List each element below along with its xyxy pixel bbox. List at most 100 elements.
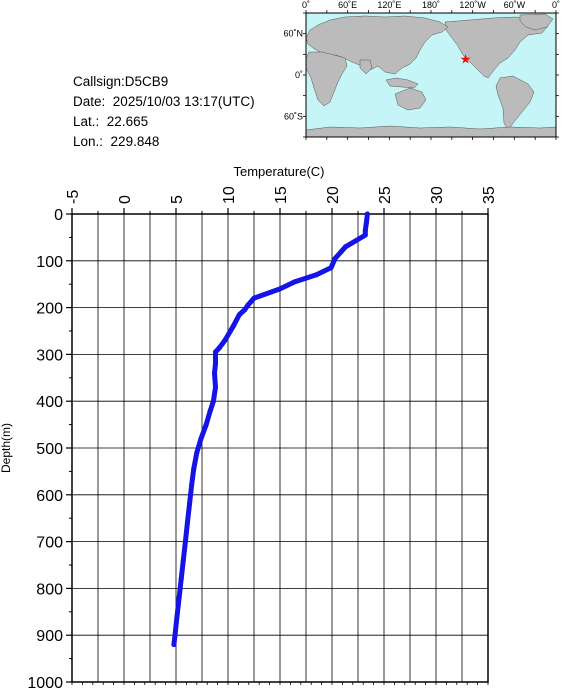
temperature-profile-point — [230, 323, 236, 329]
temperature-profile-point — [292, 279, 298, 285]
y-tick-label: 700 — [36, 535, 63, 552]
temperature-profile-point — [194, 450, 200, 456]
lat-label: Lat.: — [73, 114, 100, 129]
x-axis-title: Temperature(C) — [233, 164, 324, 179]
temperature-profile-point — [207, 408, 213, 414]
y-tick-label: 0 — [54, 207, 63, 224]
temperature-profile-point — [198, 436, 204, 442]
map-lon-label: 60˚E — [338, 0, 357, 10]
land-south-america — [495, 75, 535, 131]
temperature-profile-point — [176, 595, 182, 601]
y-tick-label: 300 — [36, 347, 63, 364]
land-greenland — [519, 13, 554, 31]
y-tick-label: 800 — [36, 581, 63, 598]
temperature-profile-point — [203, 422, 209, 428]
temperature-profile-point — [182, 539, 188, 545]
location-marker: ★ — [460, 51, 472, 66]
land-eurasia — [305, 15, 449, 75]
map-frame-ticks — [303, 10, 559, 140]
temperature-profile-point — [251, 295, 257, 301]
map-left-labels: 60˚N 0˚ 60˚S — [283, 29, 303, 122]
temperature-profile-point — [174, 613, 180, 619]
y-tick-label: 600 — [36, 488, 63, 505]
temperature-profile-point — [213, 349, 219, 355]
lat-row: Lat.: 22.665 — [73, 112, 255, 132]
x-tick-label: 15 — [273, 186, 290, 204]
map-lon-label: 180˚ — [422, 0, 440, 10]
temperature-profile-point — [191, 466, 197, 472]
lon-row: Lon.: 229.848 — [73, 132, 255, 152]
lon-value: 229.848 — [110, 134, 160, 149]
y-tick-label: 100 — [36, 254, 63, 271]
chart-grid — [71, 213, 489, 683]
land-africa — [305, 51, 348, 107]
temperature-profile-line — [171, 211, 370, 648]
y-tick-label: 400 — [36, 394, 63, 411]
map-lat-label: 60˚S — [284, 111, 303, 121]
map-lat-label: 60˚N — [283, 29, 303, 39]
x-tick-label: -5 — [65, 190, 82, 204]
temperature-profile-point — [189, 482, 195, 488]
chart-series — [171, 211, 370, 648]
cast-info: Callsign:D5CB9 Date: 2025/10/03 13:17(UT… — [73, 72, 255, 152]
x-tick-label: 5 — [169, 195, 186, 204]
temperature-profile-point — [313, 272, 319, 278]
y-tick-label: 900 — [36, 628, 63, 645]
temperature-profile-point — [328, 265, 334, 271]
chart-tick-labels: -5 0 5 10 15 20 25 30 35010020030040050060070080… — [27, 186, 498, 690]
temperature-profile-point — [171, 642, 177, 648]
map-top-labels: 0˚ 60˚E 120˚E 180˚ 120˚W 60˚W 0˚ — [302, 0, 560, 10]
callsign-row: Callsign:D5CB9 — [73, 72, 255, 92]
x-tick-label: 35 — [481, 186, 498, 204]
lat-value: 22.665 — [106, 114, 149, 129]
x-tick-label: 30 — [429, 186, 446, 204]
lon-label: Lon.: — [73, 134, 104, 149]
y-axis-title: Depth(m) — [0, 423, 13, 473]
land-india — [359, 59, 373, 75]
x-tick-label: 25 — [377, 186, 394, 204]
temperature-profile-point — [211, 370, 217, 376]
map-lon-label: 0˚ — [302, 0, 310, 10]
temperature-profile-point — [172, 632, 178, 638]
map-lat-label: 0˚ — [295, 70, 303, 80]
callsign-value: D5CB9 — [124, 74, 169, 89]
temperature-profile-point — [245, 302, 251, 308]
x-tick-label: 20 — [325, 186, 342, 204]
temperature-profile-point — [187, 501, 193, 507]
temperature-profile-point — [362, 232, 368, 238]
map-lon-label: 60˚W — [504, 0, 526, 10]
y-tick-label: 500 — [36, 441, 63, 458]
y-tick-label: 1000 — [27, 675, 63, 690]
temperature-profile-point — [217, 344, 223, 350]
map-lon-label: 0˚ — [552, 0, 560, 10]
chart-ticks — [66, 208, 489, 685]
date-row: Date: 2025/10/03 13:17(UTC) — [73, 92, 255, 112]
temperature-profile-point — [213, 384, 219, 390]
temperature-profile-point — [210, 398, 216, 404]
callsign-label: Callsign: — [73, 74, 125, 89]
temperature-profile-point — [363, 220, 369, 226]
temperature-profile-point — [236, 312, 242, 318]
temperature-profile-point — [364, 211, 370, 217]
date-value: 2025/10/03 13:17(UTC) — [112, 94, 255, 109]
map-landmasses — [305, 13, 557, 138]
temperature-profile-point — [178, 576, 184, 582]
land-indonesia — [385, 77, 419, 89]
x-tick-label: 0 — [117, 195, 134, 204]
temperature-profile-point — [180, 557, 186, 563]
land-australia — [394, 87, 427, 111]
temperature-profile-point — [343, 244, 349, 250]
temperature-profile-point — [242, 307, 248, 313]
x-tick-label: 10 — [221, 186, 238, 204]
map-lon-label: 120˚E — [377, 0, 401, 10]
temperature-profile-point — [332, 255, 338, 261]
temperature-profile-point — [184, 520, 190, 526]
date-label: Date: — [73, 94, 106, 109]
y-tick-label: 200 — [36, 301, 63, 318]
temperature-profile-point — [362, 227, 368, 233]
temperature-profile-point — [222, 337, 228, 343]
temperature-profile-point — [213, 361, 219, 367]
map-lon-label: 120˚W — [459, 0, 486, 10]
